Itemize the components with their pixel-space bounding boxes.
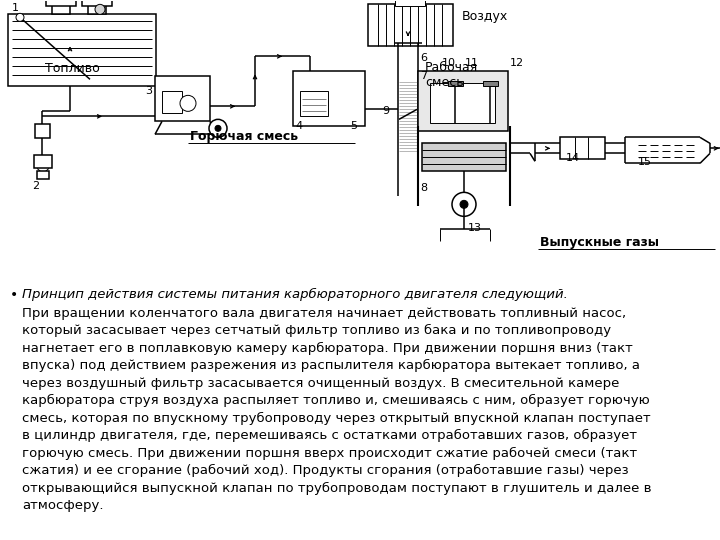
Text: через воздушный фильтр засасывается очищенный воздух. В смесительной камере: через воздушный фильтр засасывается очищ… (22, 377, 619, 390)
Text: 8: 8 (420, 184, 427, 193)
Circle shape (95, 4, 105, 15)
Bar (293, 71, 365, 126)
Bar (448, 82, 463, 86)
Text: нагнетает его в поплавковую камеру карбюратора. При движении поршня вниз (такт: нагнетает его в поплавковую камеру карбю… (22, 342, 633, 355)
Circle shape (452, 192, 476, 217)
Circle shape (180, 96, 196, 111)
Text: сжатия) и ее сгорание (рабочий ход). Продукты сгорания (отработавшие газы) через: сжатия) и ее сгорание (рабочий ход). Про… (22, 464, 629, 477)
Text: 11: 11 (465, 58, 479, 69)
Text: 5: 5 (350, 122, 357, 131)
Bar (483, 82, 498, 86)
Bar (88, 4, 106, 15)
Text: Выпускные газы: Выпускные газы (540, 237, 659, 249)
Bar (52, 4, 70, 15)
Text: 6: 6 (420, 53, 427, 63)
Text: горючую смесь. При движении поршня вверх происходит сжатие рабочей смеси (такт: горючую смесь. При движении поршня вверх… (22, 447, 637, 460)
Text: Рабочая
смесь: Рабочая смесь (425, 62, 478, 89)
Text: 1: 1 (12, 3, 19, 14)
Bar (422, 143, 506, 171)
Text: 2: 2 (32, 181, 39, 191)
Circle shape (209, 119, 227, 137)
Circle shape (215, 125, 221, 131)
Text: открывающийся выпускной клапан по трубопроводам поступают в глушитель и далее в: открывающийся выпускной клапан по трубоп… (22, 482, 652, 495)
Bar (418, 71, 508, 131)
Text: 13: 13 (468, 224, 482, 233)
Bar (368, 4, 453, 46)
Bar (155, 76, 210, 122)
Text: 15: 15 (638, 157, 652, 167)
Bar (300, 91, 328, 116)
Text: в цилиндр двигателя, где, перемешиваясь с остатками отработавших газов, образует: в цилиндр двигателя, где, перемешиваясь … (22, 429, 637, 442)
Text: При вращении коленчатого вала двигателя начинает действовать топливный насос,: При вращении коленчатого вала двигателя … (22, 307, 626, 320)
Text: смесь, которая по впускному трубопроводу через открытый впускной клапан поступае: смесь, которая по впускному трубопроводу… (22, 412, 651, 425)
Text: который засасывает через сетчатый фильтр топливо из бака и по топливопроводу: который засасывает через сетчатый фильтр… (22, 324, 611, 338)
Text: Воздух: Воздух (462, 10, 508, 23)
Bar (8, 15, 156, 86)
Text: Топливо: Топливо (45, 62, 100, 76)
Text: атмосферу.: атмосферу. (22, 500, 104, 512)
Text: 9: 9 (382, 106, 389, 116)
Text: 10: 10 (442, 58, 456, 69)
Bar (34, 156, 52, 168)
Text: 12: 12 (510, 58, 524, 69)
Text: 3: 3 (145, 86, 152, 96)
Bar (560, 137, 605, 159)
Bar (35, 124, 50, 138)
Bar (162, 91, 182, 113)
Circle shape (460, 200, 468, 208)
Text: 14: 14 (566, 153, 580, 163)
Text: Горючая смесь: Горючая смесь (190, 130, 298, 143)
Bar (430, 83, 495, 123)
Bar (82, 1, 112, 6)
Text: карбюратора струя воздуха распыляет топливо и, смешиваясь с ним, образует горючу: карбюратора струя воздуха распыляет топл… (22, 394, 649, 407)
Circle shape (16, 14, 24, 22)
Text: Принцип действия системы питания карбюраторного двигателя следующий.: Принцип действия системы питания карбюра… (22, 288, 568, 301)
Bar (46, 1, 76, 6)
Text: •: • (10, 288, 18, 302)
Text: 7: 7 (420, 71, 427, 82)
Bar (395, 1, 425, 6)
Text: впуска) под действием разрежения из распылителя карбюратора вытекает топливо, а: впуска) под действием разрежения из расп… (22, 359, 640, 373)
Bar (37, 171, 49, 179)
Text: 4: 4 (295, 122, 302, 131)
